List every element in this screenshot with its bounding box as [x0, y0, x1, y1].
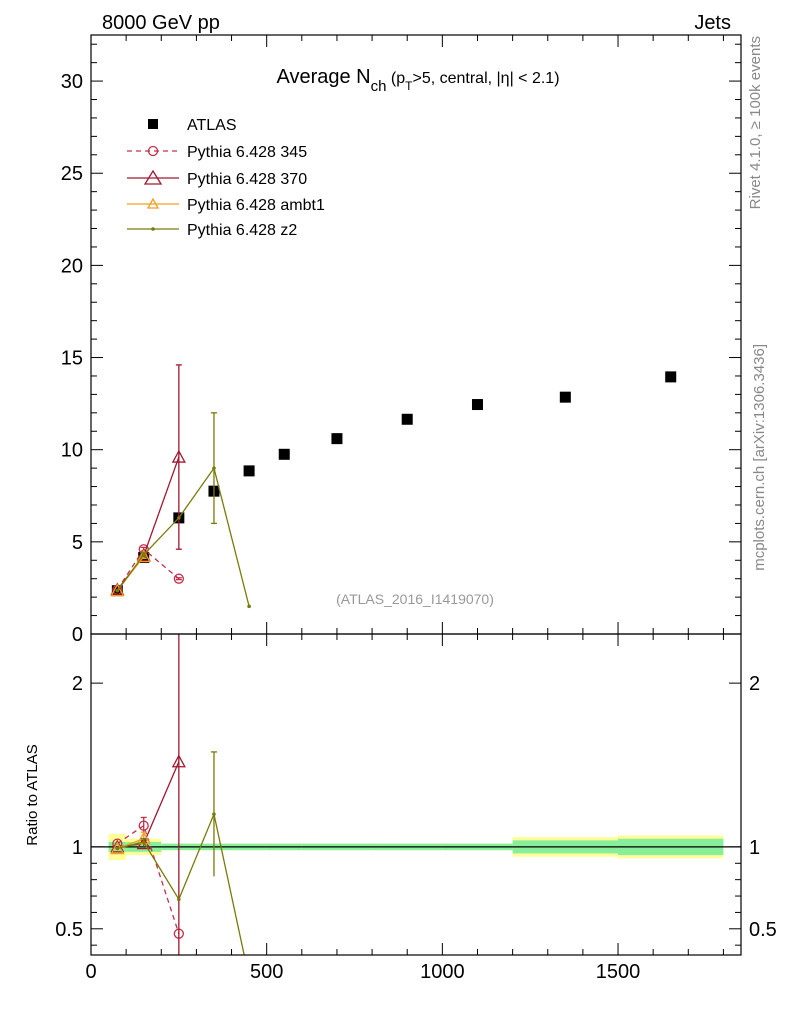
ratio-tick-label: 0.5 [55, 919, 83, 941]
series-ratio-3 [115, 751, 245, 955]
series-ratio-marker [212, 812, 216, 816]
legend-label-z2: Pythia 6.428 z2 [187, 222, 297, 239]
atlas-data-point [471, 399, 483, 411]
ratio-frame [90, 633, 742, 956]
ratio-tick-label: 1 [72, 837, 83, 859]
legend-label-370: Pythia 6.428 370 [187, 171, 307, 188]
y-tick-label: 20 [61, 255, 83, 277]
side-text-mcplots: mcplots.cern.ch [arXiv:1306.3436] [751, 344, 768, 571]
series-marker [110, 583, 125, 597]
series-ratio-line [117, 761, 180, 848]
legend-label-atlas: ATLAS [187, 117, 237, 134]
atlas-data-point [278, 448, 290, 460]
atlas-data-point [331, 433, 343, 445]
atlas-data-point [665, 371, 677, 383]
ratio-tick-label-right: 1 [749, 837, 760, 859]
series-ratio-marker [115, 846, 120, 851]
legend-label-345: Pythia 6.428 345 [187, 144, 307, 161]
legend: ATLAS Pythia 6.428 345 Pythia 6.428 370 … [127, 117, 325, 239]
y-tick-label: 30 [61, 71, 83, 93]
series-ratio-1 [110, 634, 186, 955]
series-line [116, 466, 250, 607]
axes: 0 5 10 15 20 25 30 0 500 1000 1500 0.5 0.5 1 1 2 2 [55, 35, 777, 983]
legend-marker-z2 [151, 227, 155, 231]
series-ratio-marker [141, 840, 146, 844]
header-left: 8000 GeV pp [102, 12, 220, 34]
series-main-3 [115, 412, 251, 609]
ratio-tick-label-right: 2 [749, 673, 760, 695]
series-ratio-marker [110, 839, 125, 853]
series-marker [141, 552, 146, 557]
series-marker [115, 588, 120, 593]
legend-marker-370 [143, 169, 163, 185]
y-tick-label: 15 [61, 348, 83, 370]
x-tick-label: 500 [250, 961, 283, 983]
series-marker [212, 466, 216, 470]
legend-marker-atlas [148, 119, 158, 129]
y-tick-label: 0 [72, 624, 83, 646]
series-marker [171, 449, 186, 463]
y-tick-label: 10 [61, 440, 83, 462]
y-tick-label: 25 [61, 163, 83, 185]
atlas-data-point [401, 413, 413, 425]
chart-title: Average Nch (pT>5, central, |η| < 2.1) [276, 66, 559, 95]
atlas-data-point [559, 391, 571, 403]
series-ratio-marker [171, 754, 186, 768]
x-tick-label: 0 [85, 961, 96, 983]
title-rest1: (p [386, 70, 405, 87]
atlas-data-point [243, 465, 255, 477]
series-ratio-marker [177, 897, 181, 902]
x-tick-label: 1500 [596, 961, 641, 983]
y-tick-label: 5 [72, 532, 83, 554]
title-sub: ch [371, 78, 387, 95]
side-text-rivet: Rivet 4.1.0, ≥ 100k events [747, 36, 764, 209]
ratio-ylabel: Ratio to ATLAS [24, 744, 41, 845]
title-rest2: >5, central, |η| < 2.1) [412, 70, 559, 87]
legend-marker-ambt1 [146, 197, 160, 209]
series-marker [173, 573, 184, 584]
series-marker [177, 516, 181, 520]
ratio-plot [90, 633, 742, 956]
header-right: Jets [694, 12, 731, 34]
ratio-tick-label-right: 0.5 [749, 919, 777, 941]
legend-label-ambt1: Pythia 6.428 ambt1 [187, 197, 325, 214]
series-ratio-marker [138, 820, 149, 831]
series-line [116, 456, 180, 591]
title-main: Average N [276, 66, 370, 88]
main-plot [90, 34, 742, 635]
legend-marker-345 [147, 145, 159, 157]
watermark: (ATLAS_2016_I1419070) [336, 591, 494, 607]
title-sub2: T [405, 79, 413, 93]
series-main-1 [110, 364, 186, 596]
ratio-tick-label: 2 [72, 673, 83, 695]
series-marker [247, 604, 251, 609]
x-tick-label: 1000 [420, 961, 465, 983]
